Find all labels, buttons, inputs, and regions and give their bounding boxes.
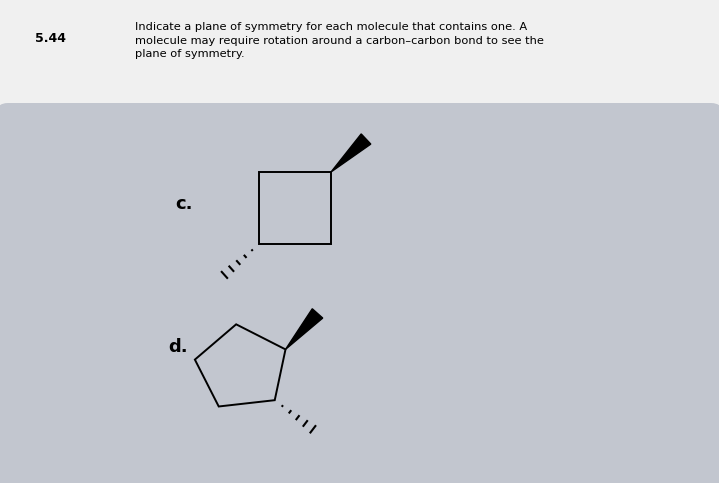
Text: Indicate a plane of symmetry for each molecule that contains one. A
molecule may: Indicate a plane of symmetry for each mo…	[135, 22, 544, 59]
FancyBboxPatch shape	[0, 103, 719, 483]
Text: 5.44: 5.44	[35, 32, 66, 45]
Text: c.: c.	[175, 195, 193, 213]
Polygon shape	[285, 309, 323, 349]
Polygon shape	[331, 134, 371, 172]
Text: d.: d.	[168, 338, 188, 356]
Bar	[0, 0, 719, 113]
